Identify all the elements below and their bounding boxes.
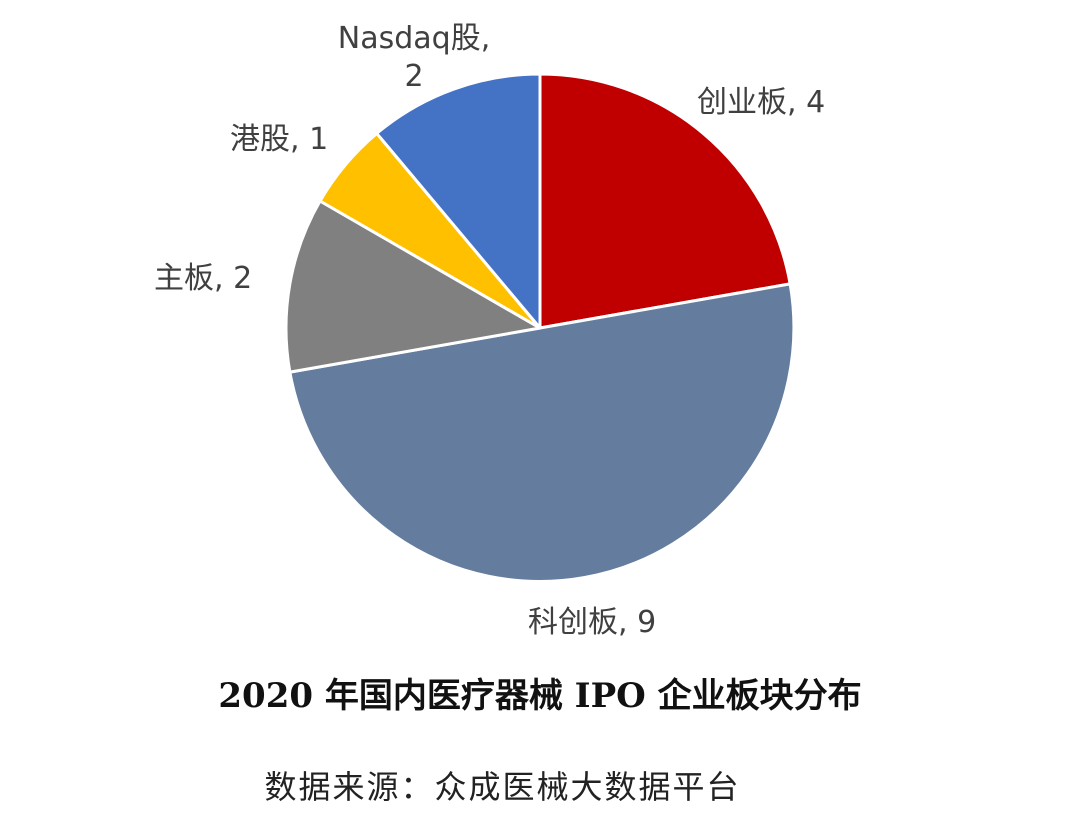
slice-data-label: 主板, 2 (154, 261, 252, 296)
slice-data-label-line: 港股, 1 (230, 122, 328, 157)
data-source-note: 数据来源：众成医械大数据平台 (264, 768, 741, 806)
slice-data-label: Nasdaq股, 2 (338, 21, 490, 94)
slice-data-label-line: 2 (404, 59, 423, 94)
pie-slice (538, 72, 792, 330)
slice-data-label-line: 主板, 2 (154, 261, 252, 296)
pie-slice (284, 199, 542, 374)
slice-data-label: 港股, 1 (230, 122, 328, 157)
pie-slices (284, 72, 796, 583)
pie-slice (288, 282, 796, 583)
slice-data-label: 创业板, 4 (697, 85, 825, 120)
slice-data-label-line: 创业板, 4 (697, 85, 825, 120)
slice-data-label-line: 科创板, 9 (528, 605, 656, 640)
slice-data-label: 科创板, 9 (528, 605, 656, 640)
chart-title: 2020 年国内医疗器械 IPO 企业板块分布 (218, 676, 862, 716)
slice-data-label-line: Nasdaq股, (338, 21, 490, 56)
pie-slice (375, 72, 542, 330)
pie-data-labels: 创业板, 4 科创板, 9 主板, 2 港股, 1 Nasdaq股, 2 (154, 21, 825, 640)
